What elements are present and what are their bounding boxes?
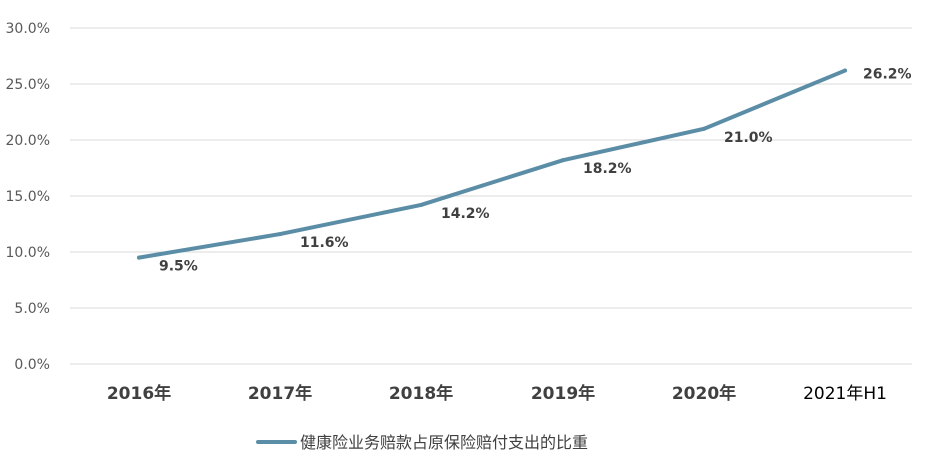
- data-labels: 9.5% 11.6% 14.2% 18.2% 21.0% 26.2%: [159, 67, 912, 275]
- data-label: 9.5%: [159, 259, 198, 275]
- data-point: [843, 68, 847, 73]
- gridlines: [70, 27, 912, 365]
- y-tick-label: 5.0%: [14, 301, 50, 317]
- y-tick-label: 30.0%: [6, 21, 50, 37]
- x-tick-label: 2021年H1: [803, 384, 887, 404]
- data-point: [561, 158, 565, 163]
- data-point: [278, 232, 282, 237]
- y-axis-ticks: 0.0% 5.0% 10.0% 15.0% 20.0% 25.0% 30.0%: [6, 21, 50, 373]
- x-tick-label: 2018年: [389, 383, 453, 404]
- y-tick-label: 15.0%: [6, 189, 50, 205]
- y-tick-label: 10.0%: [6, 245, 50, 261]
- y-tick-label: 0.0%: [14, 357, 50, 373]
- data-label: 21.0%: [724, 130, 773, 146]
- x-tick-label: 2019年: [531, 383, 595, 404]
- data-point: [137, 255, 141, 260]
- x-tick-label: 2020年: [672, 383, 736, 404]
- series-layer: [137, 68, 847, 260]
- x-tick-label: 2017年: [248, 383, 312, 404]
- x-tick-label: 2016年: [107, 383, 171, 404]
- y-tick-label: 20.0%: [6, 133, 50, 149]
- data-point: [702, 126, 706, 131]
- data-label: 11.6%: [300, 235, 349, 251]
- x-axis-ticks: 2016年 2017年 2018年 2019年 2020年 2021年H1: [107, 383, 887, 404]
- data-label: 18.2%: [583, 161, 632, 177]
- legend-label: 健康险业务赔款占原保险赔付支出的比重: [300, 433, 588, 452]
- y-tick-label: 25.0%: [6, 77, 50, 93]
- legend: 健康险业务赔款占原保险赔付支出的比重: [256, 433, 588, 452]
- data-label: 26.2%: [863, 67, 912, 83]
- data-point: [419, 202, 423, 207]
- data-label: 14.2%: [441, 206, 490, 222]
- series-line: [137, 68, 847, 260]
